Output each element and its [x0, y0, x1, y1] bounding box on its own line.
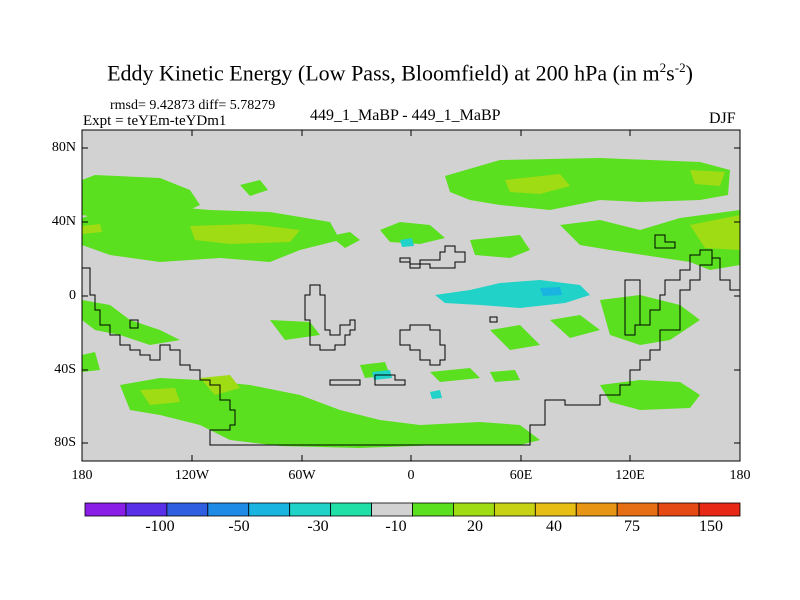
- colorbar-swatch: [493, 502, 536, 517]
- runs-label: 449_1_MaBP - 449_1_MaBP: [310, 107, 501, 124]
- colorbar-label: -50: [228, 518, 250, 535]
- lon-label-180w: 180: [71, 468, 93, 483]
- colorbar-swatch: [289, 502, 332, 517]
- axis-ticks: [81, 130, 741, 461]
- colorbar-swatch: [84, 502, 127, 517]
- colorbar-swatch: [371, 502, 413, 517]
- colorbar-swatch: [616, 502, 659, 517]
- lon-label-120w: 120W: [174, 468, 210, 483]
- stats-text: rmsd= 9.42873 diff= 5.78279: [110, 98, 276, 113]
- colorbar-swatch: [412, 502, 454, 517]
- lon-label-60w: 60W: [288, 468, 316, 483]
- colorbar-label: -10: [385, 518, 407, 535]
- colorbar-label: -100: [145, 518, 175, 535]
- colorbar-label: 150: [699, 518, 723, 535]
- colorbar-swatch: [207, 502, 250, 517]
- colorbar: [84, 502, 741, 517]
- lat-label-80s: 80S: [54, 435, 76, 450]
- lat-label-40s: 40S: [54, 362, 76, 377]
- colorbar-swatch: [453, 502, 495, 517]
- colorbar-swatch: [657, 502, 700, 517]
- lat-label-80n: 80N: [51, 140, 76, 155]
- lon-label-120e: 120E: [615, 468, 645, 483]
- lon-label-180e: 180: [729, 468, 751, 483]
- colorbar-label: 75: [624, 518, 640, 535]
- lon-label-0: 0: [407, 468, 415, 483]
- coastlines: [82, 234, 740, 446]
- lat-label-0: 0: [69, 288, 76, 303]
- lat-label-40n: 40N: [51, 214, 76, 229]
- colorbar-label: 40: [546, 518, 562, 535]
- colorbar-swatch: [248, 502, 291, 517]
- colorbar-label: -30: [307, 518, 329, 535]
- map-plot: [81, 129, 741, 462]
- colorbar-swatch: [575, 502, 618, 517]
- colorbar-swatch: [330, 502, 372, 517]
- colorbar-swatch: [125, 502, 168, 517]
- colorbar-swatch: [534, 502, 577, 517]
- positive-anomaly-fills: [82, 158, 740, 448]
- colorbar-swatch: [166, 502, 209, 517]
- lon-label-60e: 60E: [509, 468, 533, 483]
- figure-title: Eddy Kinetic Energy (Low Pass, Bloomfiel…: [107, 60, 693, 86]
- colorbar-swatch: [698, 502, 741, 517]
- season-label: DJF: [709, 110, 736, 127]
- colorbar-label: 20: [467, 518, 483, 535]
- experiment-label: Expt = teYEm-teYDm1: [83, 113, 227, 129]
- negative-anomaly-fills: [372, 238, 590, 399]
